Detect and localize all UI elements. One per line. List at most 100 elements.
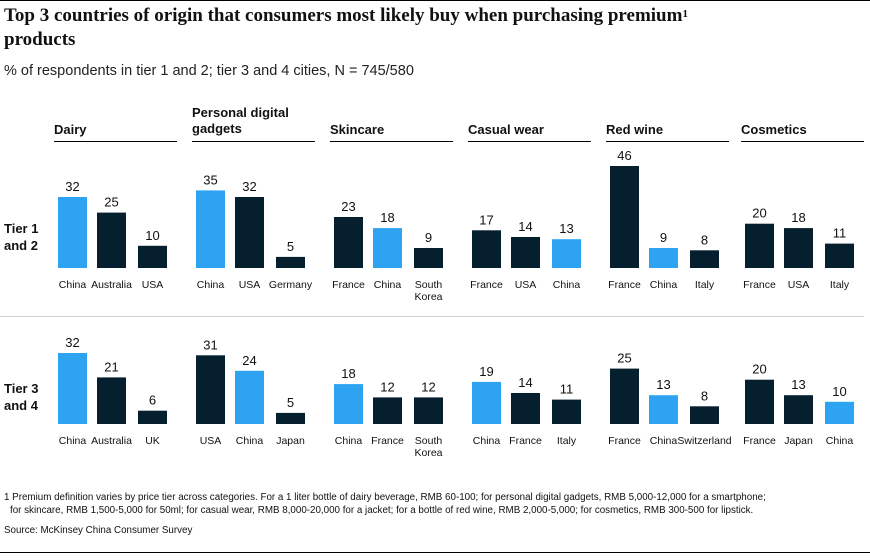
category-rule bbox=[741, 141, 864, 142]
value-label: 32 bbox=[242, 179, 256, 194]
title-text: Top 3 countries of origin that consumers… bbox=[4, 5, 683, 26]
footnote-line1: 1 Premium definition varies by price tie… bbox=[4, 492, 766, 503]
footnote: 1 Premium definition varies by price tie… bbox=[4, 491, 866, 517]
category-header-personal-digital-gadgets: Personal digital gadgets bbox=[192, 105, 289, 136]
category-rule bbox=[330, 141, 453, 142]
value-label: 32 bbox=[65, 335, 79, 350]
title-text-line2: products bbox=[4, 29, 76, 50]
country-label: USA bbox=[142, 279, 164, 291]
bar bbox=[334, 384, 363, 424]
bar bbox=[58, 197, 87, 268]
source-note: Source: McKinsey China Consumer Survey bbox=[4, 525, 193, 536]
country-label: Italy bbox=[695, 279, 715, 291]
value-label: 17 bbox=[479, 212, 493, 227]
bar bbox=[649, 248, 678, 268]
bar bbox=[825, 243, 854, 268]
bar bbox=[690, 250, 719, 268]
category-rule bbox=[54, 141, 177, 142]
country-label: South Korea bbox=[414, 435, 442, 459]
value-label: 10 bbox=[832, 384, 846, 399]
bar bbox=[414, 248, 443, 268]
country-label: Japan bbox=[276, 435, 305, 447]
country-label: France bbox=[608, 279, 641, 291]
country-label: China bbox=[553, 279, 581, 291]
category-rule bbox=[192, 141, 315, 142]
country-label: China bbox=[650, 435, 678, 447]
value-label: 14 bbox=[518, 219, 532, 234]
country-label: Australia bbox=[91, 279, 132, 291]
value-label: 9 bbox=[660, 230, 667, 245]
country-label: Italy bbox=[557, 435, 577, 447]
country-label: China bbox=[650, 279, 678, 291]
country-label: China bbox=[335, 435, 363, 447]
value-label: 35 bbox=[203, 172, 217, 187]
row-label-tier-3-4: Tier 3 and 4 bbox=[4, 380, 38, 414]
country-label: China bbox=[236, 435, 264, 447]
bar bbox=[690, 406, 719, 424]
value-label: 14 bbox=[518, 375, 532, 390]
value-label: 32 bbox=[65, 179, 79, 194]
category-rule bbox=[468, 141, 591, 142]
category-header-red-wine: Red wine bbox=[606, 122, 664, 137]
bar bbox=[745, 223, 774, 268]
country-label: China bbox=[59, 435, 87, 447]
country-label: China bbox=[826, 435, 854, 447]
value-label: 11 bbox=[560, 382, 574, 397]
bar-chart: 32 China 25 Australia 10 USA 32 China 21 Australi… bbox=[58, 148, 854, 459]
country-label: South Korea bbox=[414, 279, 442, 303]
bar bbox=[552, 239, 581, 268]
row-separator bbox=[0, 316, 864, 317]
value-label: 24 bbox=[242, 353, 256, 368]
country-label: USA bbox=[200, 435, 222, 447]
category-header-skincare: Skincare bbox=[330, 122, 385, 137]
bar bbox=[610, 166, 639, 268]
value-label: 46 bbox=[617, 148, 631, 163]
bar bbox=[825, 401, 854, 424]
country-label: Australia bbox=[91, 435, 132, 447]
value-label: 25 bbox=[104, 195, 118, 210]
value-label: 9 bbox=[425, 230, 432, 245]
bar bbox=[334, 217, 363, 268]
bar bbox=[414, 397, 443, 424]
value-label: 13 bbox=[559, 221, 573, 236]
country-label: France bbox=[470, 279, 503, 291]
row-label-line2: and 4 bbox=[4, 398, 38, 413]
value-label: 8 bbox=[701, 232, 708, 247]
bar bbox=[373, 397, 402, 424]
row-label-line2: and 2 bbox=[4, 238, 38, 253]
country-label: USA bbox=[239, 279, 261, 291]
row-label-line1: Tier 1 bbox=[4, 221, 39, 236]
value-label: 8 bbox=[701, 388, 708, 403]
value-label: 25 bbox=[617, 351, 631, 366]
bar bbox=[745, 379, 774, 424]
value-label: 23 bbox=[341, 199, 355, 214]
value-label: 5 bbox=[287, 239, 294, 254]
chart-title: Top 3 countries of origin that consumers… bbox=[4, 4, 864, 52]
country-label: France bbox=[743, 435, 776, 447]
country-label: China bbox=[473, 435, 501, 447]
bar bbox=[235, 370, 264, 424]
bar bbox=[784, 395, 813, 424]
country-label: France bbox=[608, 435, 641, 447]
bar bbox=[511, 393, 540, 424]
row-label-tier-1-2: Tier 1 and 2 bbox=[4, 220, 38, 254]
country-label: France bbox=[509, 435, 542, 447]
bar bbox=[276, 256, 305, 268]
bar bbox=[610, 368, 639, 424]
bar bbox=[97, 377, 126, 424]
value-label: 20 bbox=[752, 362, 766, 377]
bar bbox=[552, 399, 581, 424]
value-label: 13 bbox=[656, 377, 670, 392]
value-label: 18 bbox=[380, 210, 394, 225]
value-label: 13 bbox=[791, 377, 805, 392]
value-label: 31 bbox=[203, 337, 217, 352]
bar bbox=[138, 245, 167, 268]
bar bbox=[138, 410, 167, 424]
value-label: 18 bbox=[341, 366, 355, 381]
country-label: USA bbox=[788, 279, 810, 291]
bar bbox=[196, 190, 225, 268]
bar bbox=[196, 355, 225, 424]
country-label: UK bbox=[145, 435, 160, 447]
country-label: USA bbox=[515, 279, 537, 291]
country-label: China bbox=[374, 279, 402, 291]
